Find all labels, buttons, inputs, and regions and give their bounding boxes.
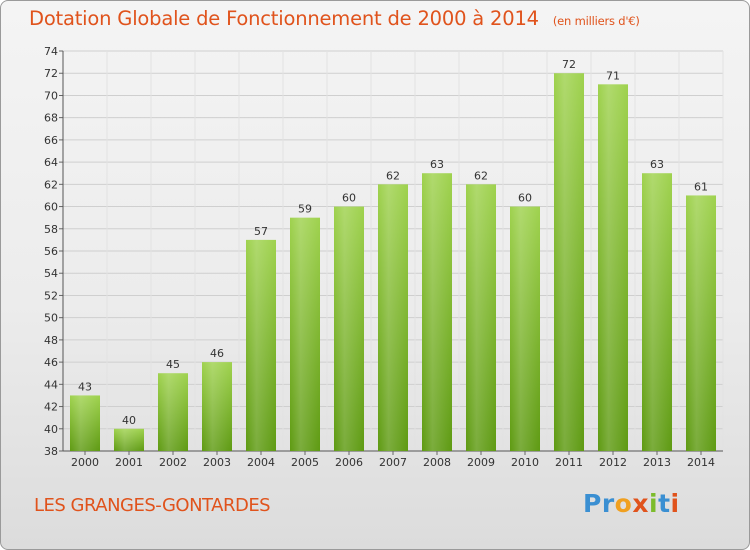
y-tick-label: 46 xyxy=(44,356,58,369)
x-tick-label: 2001 xyxy=(115,456,143,469)
proxiti-logo[interactable]: Proxiti xyxy=(583,489,680,518)
value-label: 60 xyxy=(342,192,356,205)
bar-shine-2014 xyxy=(686,195,716,451)
y-tick-label: 50 xyxy=(44,312,58,325)
y-tick-label: 60 xyxy=(44,201,58,214)
y-tick-label: 38 xyxy=(44,445,58,458)
bar-shine-2007 xyxy=(378,184,408,452)
value-label: 45 xyxy=(166,358,180,371)
value-label: 60 xyxy=(518,192,532,205)
x-tick-label: 2005 xyxy=(291,456,319,469)
y-tick-label: 62 xyxy=(44,178,58,191)
bar-shine-2006 xyxy=(334,206,364,451)
bar-shine-2008 xyxy=(422,173,452,451)
value-label: 59 xyxy=(298,203,312,216)
x-tick-label: 2007 xyxy=(379,456,407,469)
x-tick-label: 2003 xyxy=(203,456,231,469)
value-label: 57 xyxy=(254,225,268,238)
y-tick-label: 66 xyxy=(44,134,58,147)
x-tick-label: 2013 xyxy=(643,456,671,469)
bar-shine-2010 xyxy=(510,206,540,451)
y-tick-label: 70 xyxy=(44,89,58,102)
value-label: 62 xyxy=(386,169,400,182)
x-tick-label: 2000 xyxy=(71,456,99,469)
bars xyxy=(70,73,716,452)
y-tick-label: 42 xyxy=(44,401,58,414)
y-tick-label: 72 xyxy=(44,67,58,80)
x-tick-label: 2002 xyxy=(159,456,187,469)
x-tick-label: 2004 xyxy=(247,456,275,469)
x-tick-label: 2012 xyxy=(599,456,627,469)
value-label: 43 xyxy=(78,380,92,393)
x-tick-label: 2011 xyxy=(555,456,583,469)
y-tick-label: 68 xyxy=(44,112,58,125)
bar-shine-2011 xyxy=(554,73,584,451)
bar-shine-2000 xyxy=(70,395,100,451)
value-label: 63 xyxy=(430,158,444,171)
y-tick-label: 58 xyxy=(44,223,58,236)
y-tick-label: 64 xyxy=(44,156,58,169)
bar-shine-2012 xyxy=(598,84,628,451)
value-label: 61 xyxy=(694,180,708,193)
y-tick-label: 48 xyxy=(44,334,58,347)
bar-shine-2005 xyxy=(290,217,320,451)
value-labels: 43 40 45 46 57 59 60 62 63 62 60 72 71 63 61 xyxy=(78,58,708,427)
chart-title: Dotation Globale de Fonctionnement de 20… xyxy=(29,7,640,30)
bar-shine-2013 xyxy=(642,173,672,451)
x-tick-label: 2010 xyxy=(511,456,539,469)
y-tick-label: 54 xyxy=(44,267,58,280)
x-tick-label: 2009 xyxy=(467,456,495,469)
value-label: 46 xyxy=(210,347,224,360)
chart-title-text: Dotation Globale de Fonctionnement de 20… xyxy=(29,7,539,30)
bar-shine-2004 xyxy=(246,239,276,451)
value-label: 71 xyxy=(606,69,620,82)
y-tick-labels: 38 40 42 44 46 48 50 52 54 56 58 60 62 64 66 68 70 72 74 xyxy=(44,45,58,458)
value-label: 72 xyxy=(562,58,576,71)
x-tick-labels: 2000 2001 2002 2003 2004 2005 2006 2007 2008 2009… xyxy=(71,456,715,469)
bar-shine-2009 xyxy=(466,184,496,452)
chart-unit: (en milliers d'€) xyxy=(552,14,640,28)
commune-name: LES GRANGES-GONTARDES xyxy=(34,495,271,516)
y-tick-label: 56 xyxy=(44,245,58,258)
value-label: 40 xyxy=(122,414,136,427)
y-tick-label: 74 xyxy=(44,45,58,58)
y-tick-label: 40 xyxy=(44,423,58,436)
value-label: 62 xyxy=(474,169,488,182)
x-tick-label: 2006 xyxy=(335,456,363,469)
bar-shine-2002 xyxy=(158,373,188,451)
bar-shine-2001 xyxy=(114,428,144,451)
x-tick-label: 2014 xyxy=(687,456,715,469)
x-tick-label: 2008 xyxy=(423,456,451,469)
value-label: 63 xyxy=(650,158,664,171)
bar-shine-2003 xyxy=(202,362,232,451)
y-tick-label: 52 xyxy=(44,289,58,302)
y-tick-label: 44 xyxy=(44,378,58,391)
